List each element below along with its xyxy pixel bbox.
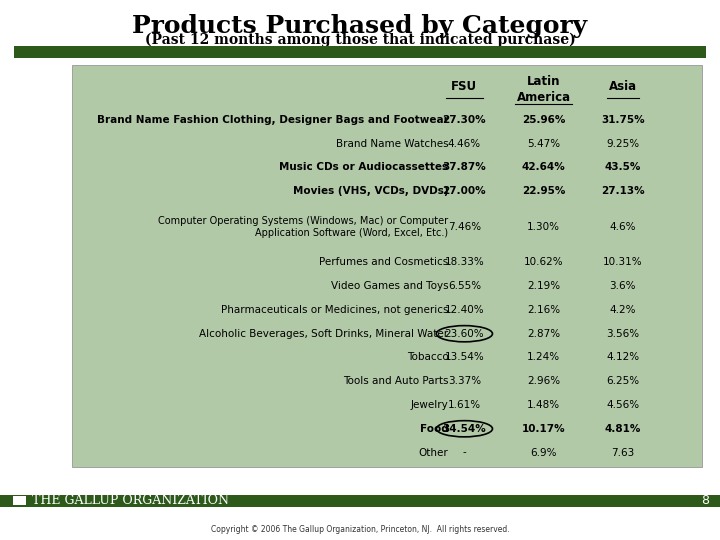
Text: Other: Other (419, 448, 449, 457)
Text: (Past 12 months among those that indicated purchase): (Past 12 months among those that indicat… (145, 32, 575, 47)
Text: 4.56%: 4.56% (606, 400, 639, 410)
FancyBboxPatch shape (72, 65, 702, 467)
Text: Products Purchased by Category: Products Purchased by Category (132, 14, 588, 37)
Text: Copyright © 2006 The Gallup Organization, Princeton, NJ.  All rights reserved.: Copyright © 2006 The Gallup Organization… (211, 525, 509, 534)
Text: 27.00%: 27.00% (443, 186, 486, 196)
Text: 12.40%: 12.40% (444, 305, 485, 315)
Text: 43.5%: 43.5% (605, 163, 641, 172)
Text: 4.81%: 4.81% (605, 424, 641, 434)
Text: 8: 8 (701, 494, 709, 507)
Text: Jewelry: Jewelry (411, 400, 449, 410)
Text: -: - (462, 448, 467, 457)
Text: 1.30%: 1.30% (527, 222, 560, 232)
Text: Tools and Auto Parts: Tools and Auto Parts (343, 376, 449, 386)
Text: Latin
America: Latin America (516, 75, 571, 104)
Text: Brand Name Watches: Brand Name Watches (336, 139, 449, 148)
Text: THE GALLUP ORGANIZATION: THE GALLUP ORGANIZATION (32, 494, 230, 507)
Text: 4.12%: 4.12% (606, 353, 639, 362)
Text: 2.87%: 2.87% (527, 329, 560, 339)
Text: 22.95%: 22.95% (522, 186, 565, 196)
Text: 3.56%: 3.56% (606, 329, 639, 339)
Text: 5.47%: 5.47% (527, 139, 560, 148)
Text: Brand Name Fashion Clothing, Designer Bags and Footwear: Brand Name Fashion Clothing, Designer Ba… (96, 115, 449, 125)
Text: Tobacco: Tobacco (407, 353, 449, 362)
Text: Movies (VHS, VCDs, DVDs): Movies (VHS, VCDs, DVDs) (293, 186, 449, 196)
Text: 23.60%: 23.60% (444, 329, 485, 339)
Text: 2.19%: 2.19% (527, 281, 560, 291)
Text: 27.13%: 27.13% (601, 186, 644, 196)
Text: 4.6%: 4.6% (610, 222, 636, 232)
FancyBboxPatch shape (14, 46, 706, 58)
Text: Food: Food (420, 424, 449, 434)
Text: 4.46%: 4.46% (448, 139, 481, 148)
Text: 6.25%: 6.25% (606, 376, 639, 386)
Text: 42.64%: 42.64% (522, 163, 565, 172)
Text: Pharmaceuticals or Medicines, not generics: Pharmaceuticals or Medicines, not generi… (221, 305, 449, 315)
Text: 10.62%: 10.62% (523, 258, 564, 267)
Text: 2.16%: 2.16% (527, 305, 560, 315)
FancyBboxPatch shape (0, 495, 720, 507)
Text: 13.54%: 13.54% (444, 353, 485, 362)
Text: Alcoholic Beverages, Soft Drinks, Mineral Water: Alcoholic Beverages, Soft Drinks, Minera… (199, 329, 449, 339)
Text: 1.48%: 1.48% (527, 400, 560, 410)
Text: 1.24%: 1.24% (527, 353, 560, 362)
Text: 7.63: 7.63 (611, 448, 634, 457)
Text: 1.61%: 1.61% (448, 400, 481, 410)
Text: 10.31%: 10.31% (603, 258, 643, 267)
Text: 34.54%: 34.54% (443, 424, 486, 434)
Text: 25.96%: 25.96% (522, 115, 565, 125)
Text: FSU: FSU (451, 80, 477, 93)
Text: 3.37%: 3.37% (448, 376, 481, 386)
Text: 27.30%: 27.30% (443, 115, 486, 125)
Text: 31.75%: 31.75% (601, 115, 644, 125)
Text: Music CDs or Audiocassettes: Music CDs or Audiocassettes (279, 163, 449, 172)
Text: 3.6%: 3.6% (610, 281, 636, 291)
Text: 9.25%: 9.25% (606, 139, 639, 148)
Text: Computer Operating Systems (Windows, Mac) or Computer
Application Software (Word: Computer Operating Systems (Windows, Mac… (158, 216, 449, 238)
Text: 2.96%: 2.96% (527, 376, 560, 386)
Text: 10.17%: 10.17% (522, 424, 565, 434)
Text: 7.46%: 7.46% (448, 222, 481, 232)
Text: Video Games and Toys: Video Games and Toys (331, 281, 449, 291)
Text: 18.33%: 18.33% (444, 258, 485, 267)
Text: Asia: Asia (608, 80, 637, 93)
FancyBboxPatch shape (13, 496, 26, 505)
Text: 4.2%: 4.2% (610, 305, 636, 315)
Text: 6.9%: 6.9% (531, 448, 557, 457)
Text: Perfumes and Cosmetics: Perfumes and Cosmetics (319, 258, 449, 267)
Text: 37.87%: 37.87% (443, 163, 486, 172)
Text: 6.55%: 6.55% (448, 281, 481, 291)
